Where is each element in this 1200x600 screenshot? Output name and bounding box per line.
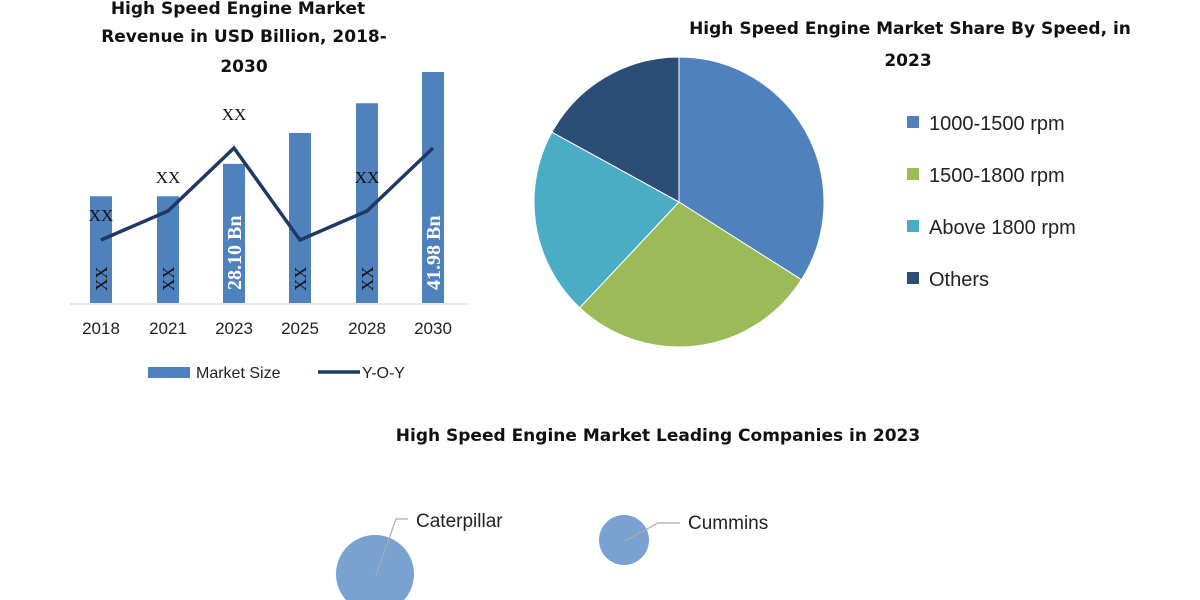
bar-data-label: XX xyxy=(291,266,310,291)
bar-data-label: 41.98 Bn xyxy=(423,216,445,290)
pie-slice-1500-1800-rpm xyxy=(579,201,803,348)
yoy-data-label: XX xyxy=(156,168,181,187)
pie-slice-Others xyxy=(551,56,680,203)
bar-data-label: XX xyxy=(92,266,111,291)
leader-caterpillar xyxy=(375,518,408,576)
bar-2021 xyxy=(157,196,179,303)
pie-legend-swatch xyxy=(907,168,919,180)
pie-legend-label: 1500-1800 rpm xyxy=(929,165,1065,187)
bar-data-label: XX xyxy=(159,266,178,291)
bar-2025 xyxy=(289,132,311,303)
legend-label-market-size: Market Size xyxy=(196,365,281,382)
bar-title-line-1: High Speed Engine Market xyxy=(111,0,365,19)
bar-chart-title: High Speed Engine Market Revenue in USD … xyxy=(101,0,387,77)
yoy-line xyxy=(100,145,435,243)
bar-title-line-3: 2030 xyxy=(220,57,267,77)
label-cummins: Cummins xyxy=(688,513,768,534)
bar-2023 xyxy=(223,163,245,303)
data-labels: XX XX 28.10 Bn XX XX 41.98 Bn XX XX XX XX xyxy=(89,105,445,291)
pie-legend-swatch xyxy=(907,272,919,284)
x-tick-2025: 2025 xyxy=(281,319,319,338)
pie-title-line-1: High Speed Engine Market Share By Speed,… xyxy=(689,19,1131,39)
legend-label-yoy: Y-O-Y xyxy=(362,365,405,382)
pie-legend-label: Others xyxy=(929,269,989,291)
bar-legend: Market Size Y-O-Y xyxy=(148,365,405,382)
x-tick-labels: 2018 2021 2023 2025 2028 2030 xyxy=(82,319,452,338)
label-caterpillar: Caterpillar xyxy=(416,511,503,532)
pie-legend-swatch xyxy=(907,220,919,232)
bar-data-label: 28.10 Bn xyxy=(224,216,246,290)
x-tick-2021: 2021 xyxy=(149,319,187,338)
pie-legend-swatch xyxy=(907,116,919,128)
yoy-data-label: XX xyxy=(222,105,247,124)
legend-swatch-market-size xyxy=(148,367,190,378)
bar-data-label: XX xyxy=(358,266,377,291)
pie-title-line-2: 2023 xyxy=(884,51,931,71)
bubble-caterpillar xyxy=(336,535,414,600)
pie-legend-label: 1000-1500 rpm xyxy=(929,113,1065,135)
companies-title: High Speed Engine Market Leading Compani… xyxy=(396,426,920,446)
x-tick-2018: 2018 xyxy=(82,319,120,338)
yoy-data-label: XX xyxy=(89,206,114,225)
pie-slice-Above-1800-rpm xyxy=(533,131,680,309)
leader-cummins xyxy=(624,522,680,542)
bubble-cummins xyxy=(599,515,649,565)
bar-2030 xyxy=(422,72,444,303)
x-tick-2030: 2030 xyxy=(414,319,452,338)
x-tick-2028: 2028 xyxy=(348,319,386,338)
x-tick-2023: 2023 xyxy=(215,319,253,338)
pie-legend: 1000-1500 rpm 1500-1800 rpm Above 1800 rpm… xyxy=(907,113,1076,291)
pie-legend-label: Above 1800 rpm xyxy=(929,217,1076,239)
pie-slice-1000-1500-rpm xyxy=(678,56,825,281)
bar-2018 xyxy=(90,196,112,303)
pie-slices xyxy=(533,56,825,348)
bar-2028 xyxy=(356,103,378,303)
bar-title-line-2: Revenue in USD Billion, 2018- xyxy=(101,27,387,47)
yoy-data-label: XX xyxy=(355,168,380,187)
bars-group xyxy=(90,72,444,303)
